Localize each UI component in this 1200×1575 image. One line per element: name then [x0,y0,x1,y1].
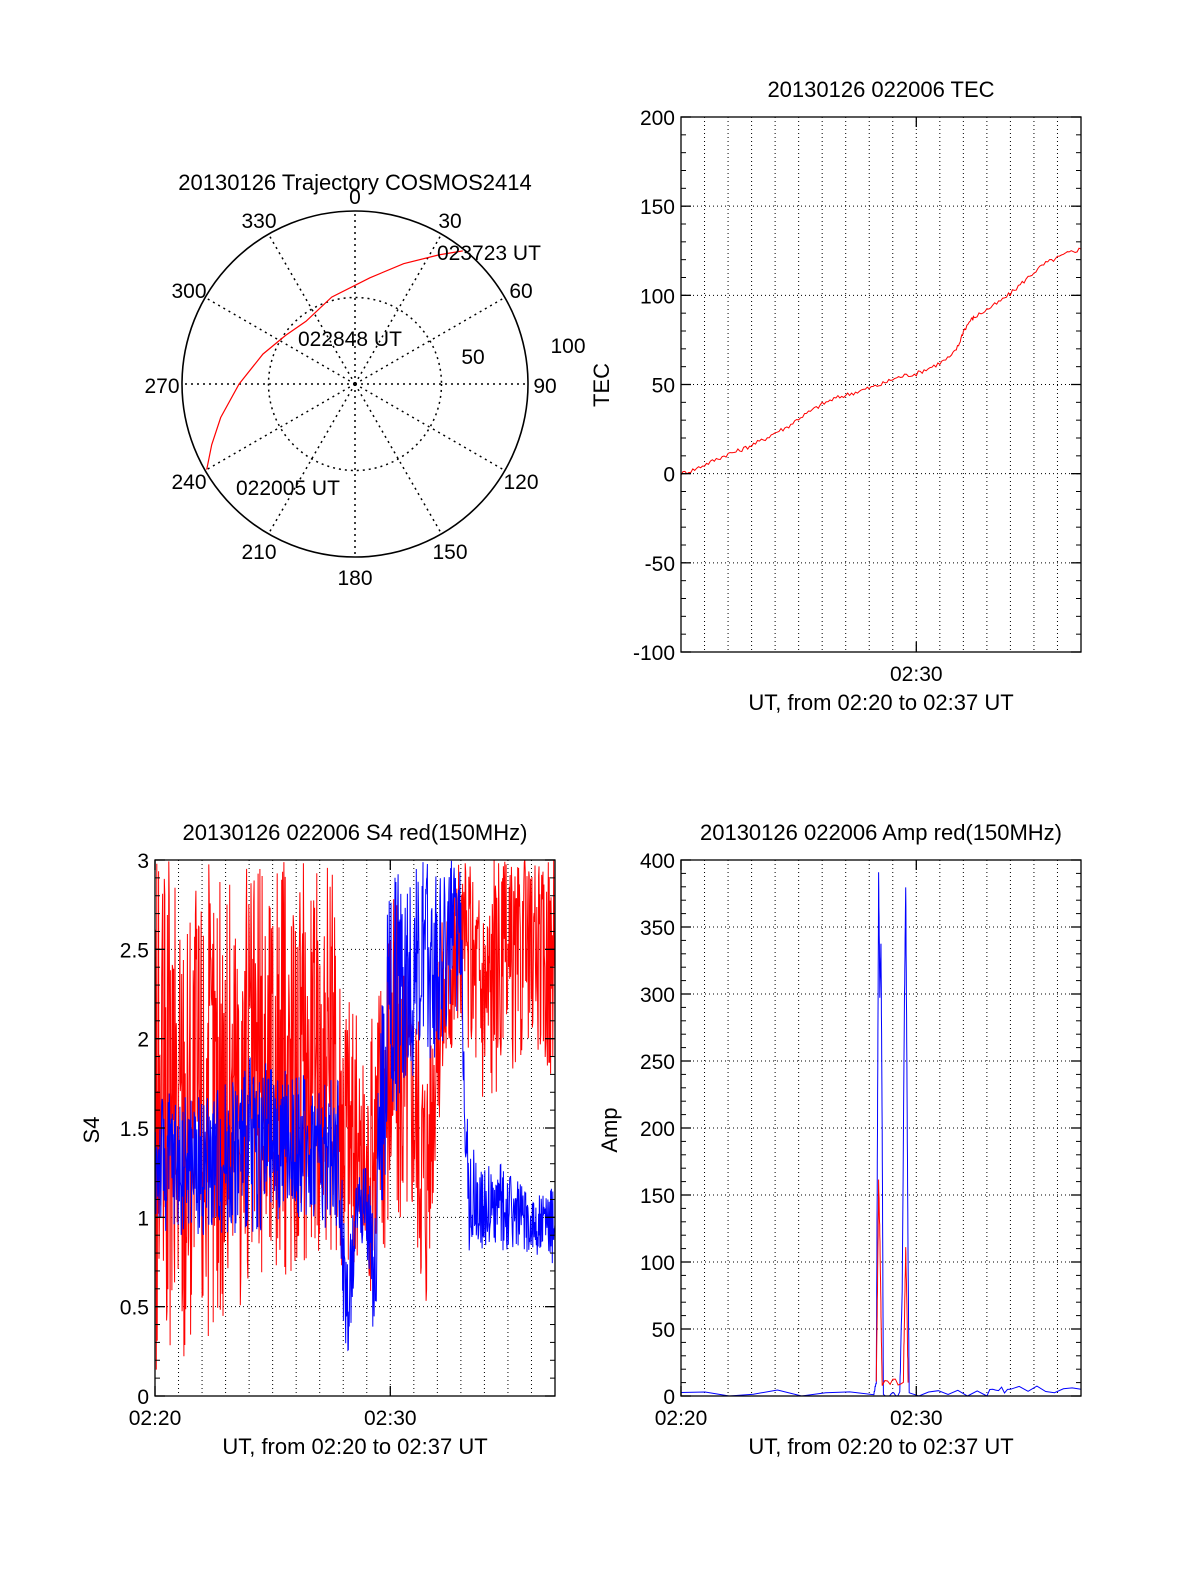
angle-label-120: 120 [503,471,538,494]
s4-title: 20130126 022006 S4 red(150MHz) [183,820,528,845]
plot-tec-ytick-label-2: 0 [663,464,675,487]
plot-s4-xtick-label-1: 02:30 [364,1407,417,1430]
angle-label-210: 210 [241,541,276,564]
plot-amp-ytick-label-0: 0 [663,1386,675,1409]
angle-label-60: 60 [509,280,532,303]
radial-label-100: 100 [550,335,585,358]
s4-plot: 20130126 022006 S4 red(150MHz) S4 UT, fr… [79,820,556,1459]
plot-s4-ytick-label-5: 2.5 [120,939,149,962]
angle-label-30: 30 [438,210,461,233]
annotation-end-time: 023723 UT [437,242,541,265]
polar-plot: 20130126 Trajectory COSMOS2414 0 30 60 9… [144,170,585,590]
plot-s4-ytick-label-3: 1.5 [120,1118,149,1141]
annotation-mid-time: 022848 UT [298,328,402,351]
plot-tec-ytick-label-4: 100 [640,285,675,308]
plot-amp-ytick-label-6: 300 [640,984,675,1007]
plot-amp-ytick-label-7: 350 [640,917,675,940]
angle-label-90: 90 [533,375,556,398]
polar-spoke-60 [354,296,506,385]
plot-tec-ytick-label-0: -100 [633,642,675,665]
plot-amp-series-line-1 [875,1179,909,1386]
plot-s4-xtick-label-0: 02:20 [129,1407,182,1430]
radial-label-50: 50 [461,346,484,369]
angle-label-0: 0 [349,186,361,209]
polar-outer-circle [181,210,529,558]
polar-spoke-120 [354,383,506,472]
polar-spoke-210 [267,383,356,535]
plot-amp-ytick-label-2: 100 [640,1252,675,1275]
annotation-start-time: 022005 UT [236,477,340,500]
angle-label-240: 240 [171,471,206,494]
polar-title: 20130126 Trajectory COSMOS2414 [178,170,531,195]
amp-xlabel: UT, from 02:20 to 02:37 UT [748,1434,1013,1459]
plot-s4-ytick-label-6: 3 [137,850,149,873]
plot-amp-series-group [680,872,1082,1397]
plot-amp-xtick-label-0: 02:20 [655,1407,708,1430]
plot-tec-ytick-label-6: 200 [640,107,675,130]
s4-ylabel: S4 [79,1117,104,1144]
tec-xlabel: UT, from 02:20 to 02:37 UT [748,690,1013,715]
plot-s4-series-group [154,859,556,1370]
amp-ylabel: Amp [597,1107,622,1152]
amp-plot: 20130126 022006 Amp red(150MHz) Amp UT, … [597,820,1082,1459]
plot-s4-series-line-1 [154,860,556,1352]
plot-s4-ytick-label-4: 2 [137,1029,149,1052]
plot-amp-series-line-0 [680,872,1082,1397]
polar-spoke-240 [204,383,356,472]
polar-spoke-330 [267,233,356,385]
plot-amp-ytick-label-1: 50 [652,1319,675,1342]
angle-label-180: 180 [337,567,372,590]
s4-xlabel: UT, from 02:20 to 02:37 UT [222,1434,487,1459]
angle-label-330: 330 [241,210,276,233]
polar-grid [181,210,529,558]
angle-label-270: 270 [144,375,179,398]
plot-tec-ytick-label-5: 150 [640,196,675,219]
tec-title: 20130126 022006 TEC [767,77,994,102]
plot-amp-ytick-label-4: 200 [640,1118,675,1141]
polar-spoke-30 [354,233,443,385]
plot-tec-series-group [680,247,1082,476]
polar-angle-labels: 0 30 60 90 120 150 180 210 240 270 300 3… [144,186,585,590]
plot-amp-ytick-label-8: 400 [640,850,675,873]
plot-s4-ytick-label-0: 0 [137,1386,149,1409]
tec-ylabel: TEC [589,363,614,407]
plot-s4-ytick-label-2: 1 [137,1207,149,1230]
plot-amp-ytick-label-5: 250 [640,1051,675,1074]
polar-spoke-150 [354,383,443,535]
plot-tec-series-line-0 [680,247,1082,476]
polar-trajectory [206,250,463,470]
tec-plot: 20130126 022006 TEC TEC UT, from 02:20 t… [589,77,1082,715]
angle-label-300: 300 [171,280,206,303]
amp-title: 20130126 022006 Amp red(150MHz) [700,820,1062,845]
plot-s4-series-line-0 [154,859,556,1370]
polar-spoke-300 [204,296,356,385]
plot-tec-ytick-label-1: -50 [645,553,675,576]
plot-s4-ytick-label-1: 0.5 [120,1297,149,1320]
polar-series-line-0 [206,250,463,470]
plot-amp-xtick-label-1: 02:30 [890,1407,943,1430]
plot-amp-ytick-label-3: 150 [640,1185,675,1208]
plot-tec-xtick-label-0: 02:30 [890,663,943,686]
plot-tec-ytick-label-3: 50 [652,375,675,398]
polar-grid-circle-50 [267,296,443,472]
angle-label-150: 150 [432,541,467,564]
